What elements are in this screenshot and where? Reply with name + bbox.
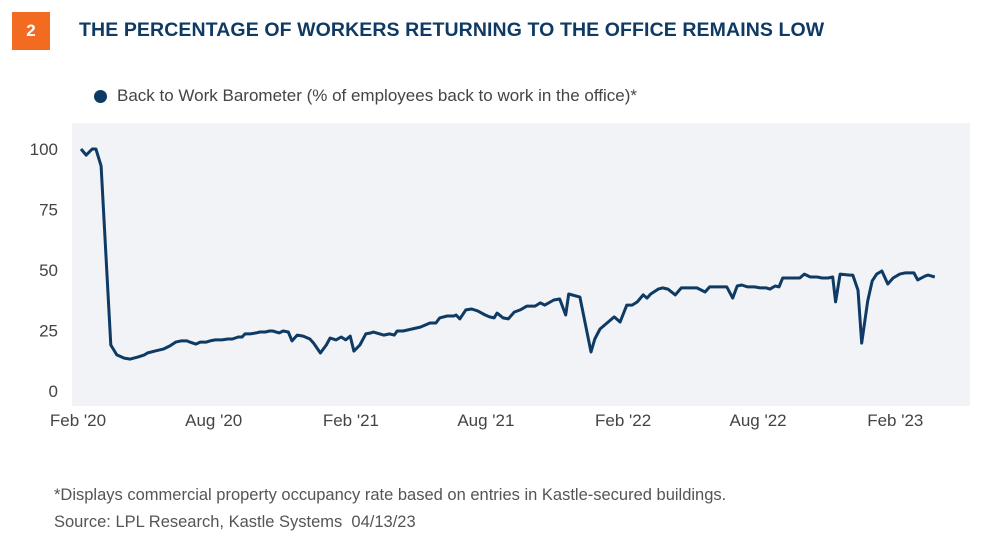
y-tick-label: 25 — [39, 322, 58, 341]
chart-title: THE PERCENTAGE OF WORKERS RETURNING TO T… — [79, 19, 825, 41]
x-tick-label: Aug '22 — [730, 411, 787, 430]
x-tick-label: Aug '21 — [457, 411, 514, 430]
series-line — [79, 147, 936, 361]
legend-label: Back to Work Barometer (% of employees b… — [117, 86, 637, 105]
plot-area — [72, 123, 970, 406]
x-tick-label: Aug '20 — [185, 411, 242, 430]
x-tick-label: Feb '23 — [867, 411, 923, 430]
legend-marker-icon — [94, 89, 107, 103]
series-layer — [79, 147, 936, 361]
legend: Back to Work Barometer (% of employees b… — [94, 86, 637, 106]
x-tick-label: Feb '21 — [323, 411, 379, 430]
y-tick-label: 0 — [49, 382, 58, 401]
y-tick-label: 100 — [30, 140, 58, 159]
y-axis: 0 25 50 75 100 — [30, 140, 58, 401]
x-tick-label: Feb '20 — [50, 411, 106, 430]
x-tick-label: Feb '22 — [595, 411, 651, 430]
source-note: Source: LPL Research, Kastle Systems 04/… — [54, 513, 416, 531]
chart-number-badge: 2 — [12, 12, 50, 50]
y-tick-label: 50 — [39, 261, 58, 280]
footnote: *Displays commercial property occupancy … — [54, 486, 727, 504]
x-axis: Feb '20 Aug '20 Feb '21 Aug '21 Feb '22 Aug '… — [50, 411, 923, 430]
y-tick-label: 75 — [39, 201, 58, 220]
